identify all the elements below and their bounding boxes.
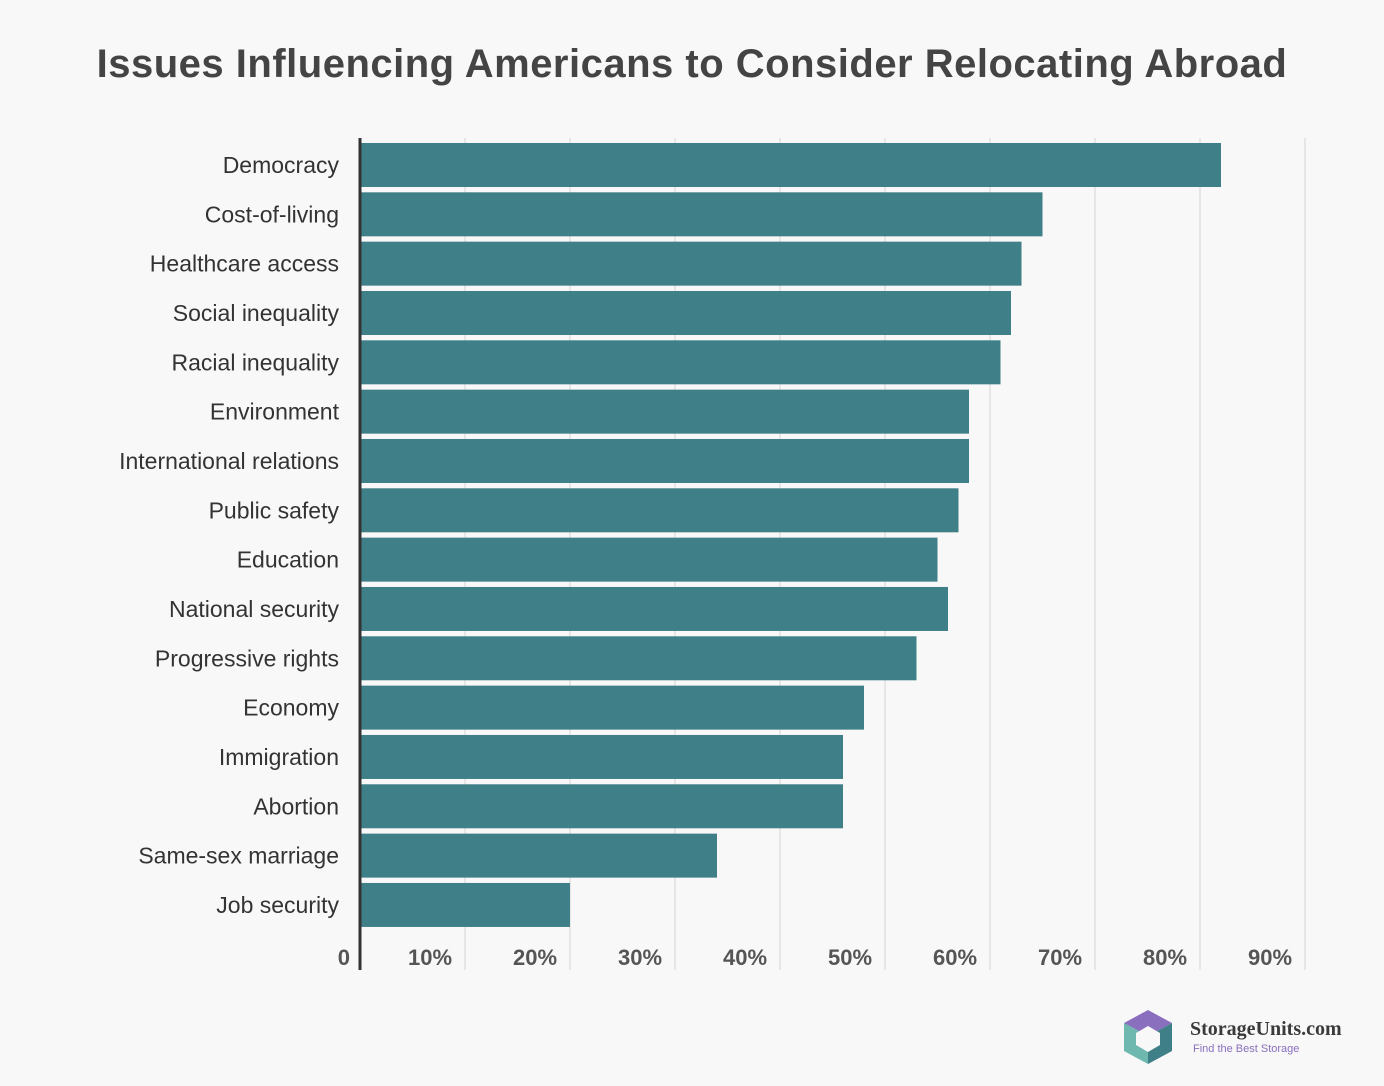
category-label: Abortion xyxy=(253,793,339,819)
x-tick-label: 90% xyxy=(1248,945,1292,970)
category-label: Immigration xyxy=(219,744,339,770)
bar xyxy=(360,734,843,779)
storage-cube-icon xyxy=(1124,1010,1172,1064)
brand-logo-block: StorageUnits.com Find the Best Storage xyxy=(1120,1008,1370,1070)
x-tick-label: 60% xyxy=(933,945,977,970)
category-label: Democracy xyxy=(223,152,340,178)
x-tick-label: 70% xyxy=(1038,945,1082,970)
category-label: Progressive rights xyxy=(155,645,339,671)
category-labels: Democracy Cost-of-living Healthcare access… xyxy=(119,152,340,918)
bar xyxy=(360,192,1043,237)
category-label: Job security xyxy=(216,892,339,918)
bar xyxy=(360,882,570,927)
brand-tagline: Find the Best Storage xyxy=(1193,1043,1300,1055)
category-label: Public safety xyxy=(209,497,340,523)
category-label: Education xyxy=(237,547,339,573)
x-tick-labels: 0 10% 20% 30% 40% 50% 60% 70% 80% 90% xyxy=(338,945,1292,970)
category-label: National security xyxy=(169,596,340,622)
x-tick-label: 50% xyxy=(828,945,872,970)
category-label: Social inequality xyxy=(173,300,340,326)
chart-title: Issues Influencing Americans to Consider… xyxy=(96,42,1288,86)
category-label: Environment xyxy=(210,399,340,425)
brand-name: StorageUnits.com xyxy=(1190,1018,1342,1040)
bar xyxy=(360,833,717,878)
category-label: Racial inequality xyxy=(172,349,340,375)
bar xyxy=(360,537,938,582)
bar xyxy=(360,636,917,681)
bar xyxy=(360,685,864,730)
bar xyxy=(360,241,1022,286)
category-label: Economy xyxy=(243,695,339,721)
category-label: Healthcare access xyxy=(150,251,339,277)
x-tick-label: 30% xyxy=(618,945,662,970)
bar xyxy=(360,340,1001,385)
bar xyxy=(360,438,969,483)
bar xyxy=(360,784,843,829)
x-tick-label: 10% xyxy=(408,945,452,970)
x-tick-label: 0 xyxy=(338,945,350,970)
bar xyxy=(360,488,959,533)
bar xyxy=(360,389,969,434)
x-tick-label: 20% xyxy=(513,945,557,970)
category-label: Cost-of-living xyxy=(205,201,339,227)
category-label: International relations xyxy=(119,448,339,474)
x-tick-label: 80% xyxy=(1143,945,1187,970)
category-label: Same-sex marriage xyxy=(138,843,339,869)
bar xyxy=(360,290,1011,335)
bar xyxy=(360,143,1221,187)
bars xyxy=(360,143,1221,927)
x-tick-label: 40% xyxy=(723,945,767,970)
bar xyxy=(360,586,948,631)
